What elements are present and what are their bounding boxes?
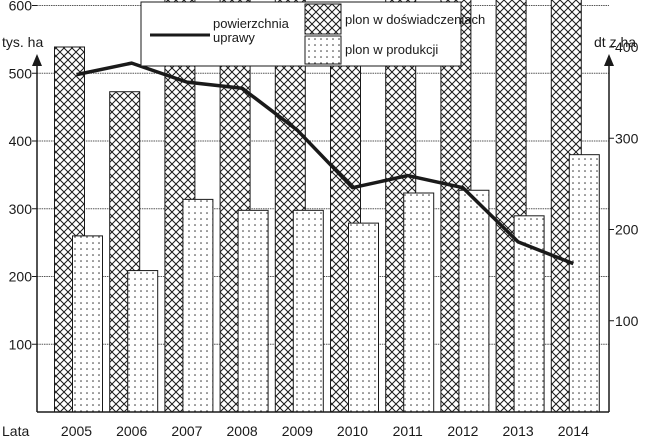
category-tick-label: 2007 bbox=[171, 423, 202, 439]
right-tick-label: 400 bbox=[615, 39, 639, 55]
category-tick-label: 2006 bbox=[116, 423, 147, 439]
category-axis-label: Lata bbox=[2, 423, 29, 439]
bar-plon-w-produkcji bbox=[568, 154, 600, 413]
category-tick-label: 2008 bbox=[227, 423, 258, 439]
line-powierzchnia-uprawy bbox=[76, 61, 574, 266]
legend: powierzchnia uprawy plon w doświadczenia… bbox=[140, 1, 485, 67]
bar-plon-w-produkcji bbox=[72, 235, 103, 413]
right-tick-label: 100 bbox=[615, 313, 639, 329]
category-tick-label: 2010 bbox=[337, 423, 368, 439]
left-tick-label: 400 bbox=[9, 133, 33, 149]
legend-crosshatch-swatch bbox=[304, 3, 342, 35]
bar-plon-w-produkcji bbox=[182, 198, 214, 413]
category-tick-label: 2005 bbox=[61, 423, 92, 439]
legend-dots-swatch bbox=[304, 35, 342, 65]
left-axis-arrow bbox=[32, 54, 42, 66]
right-axis-label: dt z ha bbox=[594, 34, 636, 50]
legend-line-label: powierzchnia uprawy bbox=[213, 16, 293, 45]
bar-plon-w-produkcji bbox=[127, 270, 159, 413]
left-tick-label: 100 bbox=[9, 336, 33, 352]
left-tick-label: 500 bbox=[9, 65, 33, 81]
left-tick-label: 200 bbox=[9, 269, 33, 285]
bar-plon-w-produkcji bbox=[348, 222, 379, 413]
left-axis-label: tys. ha bbox=[2, 34, 43, 50]
legend-dots-label: plon w produkcji bbox=[345, 42, 438, 57]
legend-crosshatch-label: plon w doświadczeniach bbox=[345, 12, 485, 27]
bar-plon-w-produkcji bbox=[292, 209, 324, 413]
category-tick-label: 2013 bbox=[503, 423, 534, 439]
bars bbox=[54, 0, 600, 413]
category-tick-label: 2011 bbox=[393, 423, 423, 439]
left-tick-label: 300 bbox=[9, 201, 33, 217]
right-axis-arrow bbox=[604, 54, 614, 66]
line-series bbox=[76, 61, 574, 266]
bar-plon-w-produkcji bbox=[403, 192, 435, 413]
bar-plon-w-produkcji bbox=[237, 209, 269, 413]
left-tick-label: 600 bbox=[9, 0, 33, 14]
category-tick-label: 2012 bbox=[447, 423, 478, 439]
category-tick-label: 2009 bbox=[282, 423, 313, 439]
tick-labels: 1002003004005006007001002003004005006002… bbox=[9, 0, 639, 439]
right-tick-label: 300 bbox=[615, 130, 639, 146]
bar-plon-w-produkcji bbox=[458, 189, 490, 413]
right-tick-label: 200 bbox=[615, 222, 639, 238]
category-tick-label: 2014 bbox=[558, 423, 589, 439]
bar-plon-w-produkcji bbox=[513, 215, 545, 413]
